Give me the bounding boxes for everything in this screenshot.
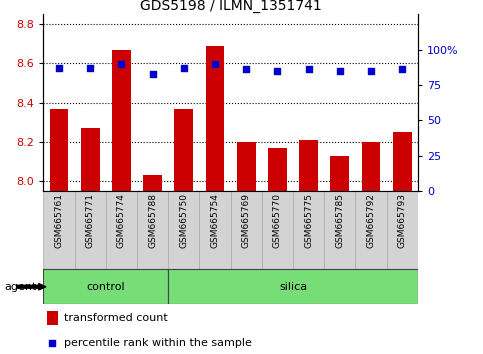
Bar (168, 191, 199, 269)
Text: GSM665769: GSM665769 (242, 194, 251, 249)
Point (86, 65, 94, 71)
Bar (137, 191, 168, 269)
Text: GSM665770: GSM665770 (273, 194, 282, 249)
Point (242, 67, 250, 72)
Bar (43, 269, 168, 304)
Text: GSM665750: GSM665750 (179, 194, 188, 249)
Text: GSM665792: GSM665792 (367, 194, 375, 249)
Point (398, 67, 406, 72)
Bar (168, 269, 418, 304)
Bar (237, 142, 256, 191)
Bar (112, 50, 131, 191)
Text: GSM665774: GSM665774 (117, 194, 126, 249)
Text: agent: agent (5, 282, 37, 292)
Point (336, 68, 344, 74)
Point (367, 68, 375, 74)
Bar (393, 132, 412, 191)
Text: GSM665754: GSM665754 (211, 194, 220, 249)
Bar (75, 191, 106, 269)
Bar (43, 191, 75, 269)
Text: control: control (86, 282, 125, 292)
Point (305, 67, 313, 72)
Bar (262, 191, 293, 269)
Bar (324, 191, 355, 269)
Bar (293, 191, 324, 269)
Bar (47, 312, 58, 325)
Bar (106, 191, 137, 269)
Point (211, 61, 219, 67)
Bar (386, 191, 418, 269)
Text: GSM665788: GSM665788 (148, 194, 157, 249)
Point (48, 340, 56, 346)
Point (149, 71, 156, 76)
Bar (199, 191, 231, 269)
Text: GSM665771: GSM665771 (86, 194, 95, 249)
Text: transformed count: transformed count (64, 313, 168, 323)
Bar (174, 109, 193, 191)
Bar (50, 109, 69, 191)
Bar (355, 191, 386, 269)
Point (55, 65, 63, 71)
Text: GSM665785: GSM665785 (335, 194, 344, 249)
Text: silica: silica (279, 282, 307, 292)
Bar (81, 128, 99, 191)
Text: GSM665793: GSM665793 (398, 194, 407, 249)
Bar (362, 142, 381, 191)
Bar (330, 156, 349, 191)
Point (273, 68, 281, 74)
Text: GSM665761: GSM665761 (55, 194, 64, 249)
Bar (143, 176, 162, 191)
Point (180, 65, 188, 71)
Text: GSM665775: GSM665775 (304, 194, 313, 249)
Bar (299, 140, 318, 191)
Point (117, 61, 125, 67)
Text: percentile rank within the sample: percentile rank within the sample (64, 338, 252, 348)
Bar (206, 46, 225, 191)
Bar (268, 148, 287, 191)
Bar (231, 191, 262, 269)
Title: GDS5198 / ILMN_1351741: GDS5198 / ILMN_1351741 (140, 0, 322, 13)
